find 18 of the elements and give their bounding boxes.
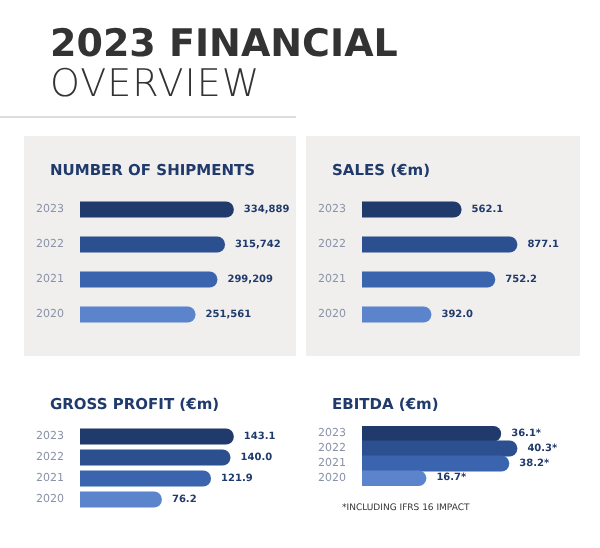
bar: [80, 470, 212, 487]
text: 2023 FINANCIAL: [50, 22, 398, 66]
bar: [362, 236, 518, 253]
bar: [80, 236, 226, 253]
bar: [362, 201, 462, 218]
bar: [362, 440, 518, 457]
bar: [80, 271, 218, 288]
bar: [362, 426, 502, 442]
bar: [80, 428, 234, 445]
bar: [80, 449, 231, 466]
bar: [362, 271, 496, 288]
bar: [80, 306, 196, 323]
bar: [80, 201, 234, 218]
bar: [362, 306, 432, 323]
bar: [362, 455, 510, 472]
text: OVERVIEW: [50, 62, 263, 106]
bar: [362, 470, 427, 486]
bar: [80, 491, 162, 508]
